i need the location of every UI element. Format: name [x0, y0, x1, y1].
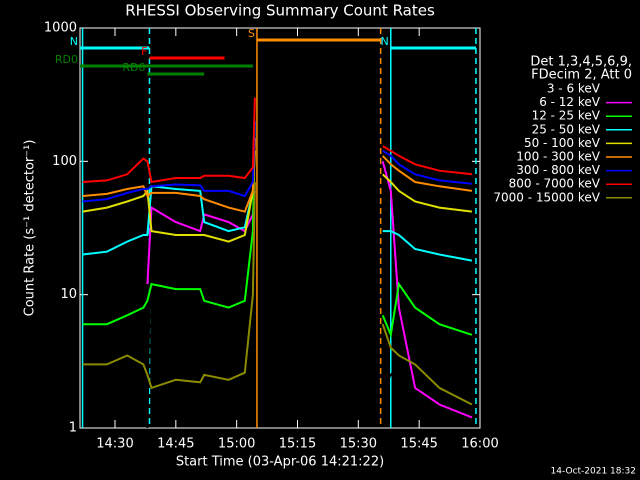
- flag-label: N: [70, 35, 78, 48]
- flag-label: S: [248, 27, 255, 40]
- series-line: [382, 145, 473, 176]
- series-line: [381, 362, 473, 424]
- flag-label: N: [381, 35, 389, 48]
- series-line: [82, 137, 256, 256]
- series-line: [82, 97, 256, 184]
- plot-frame: [79, 27, 481, 429]
- x-tick-label: 15:30: [340, 437, 377, 452]
- series-line: [381, 161, 473, 419]
- x-tick-label: 15:00: [218, 437, 255, 452]
- series-line: [82, 150, 256, 243]
- legend-label: 25 - 50 keV: [532, 122, 601, 136]
- legend-label: 12 - 25 keV: [532, 109, 601, 123]
- legend-label: 7000 - 15000 keV: [493, 190, 600, 204]
- flag-label: RD6: [122, 61, 145, 74]
- series-line: [382, 173, 473, 213]
- x-tick-label: 14:30: [96, 437, 133, 452]
- y-tick-label: 1000: [44, 21, 77, 36]
- x-tick-label: 14:45: [157, 437, 194, 452]
- y-tick-label: 100: [52, 154, 77, 169]
- legend-label: 300 - 800 keV: [516, 163, 600, 177]
- series-line: [146, 137, 256, 429]
- series-line: [82, 181, 256, 390]
- flag-label: RD0: [55, 53, 78, 66]
- series-line: [82, 121, 256, 203]
- legend-header: FDecim 2, Att 0: [531, 68, 632, 83]
- legend-label: 3 - 6 keV: [547, 82, 601, 96]
- footer: 14-Oct-2021 18:32: [551, 467, 636, 477]
- series-line: [82, 121, 256, 326]
- x-axis-label: Start Time (03-Apr-06 14:21:22): [176, 455, 384, 470]
- chart-title: RHESSI Observing Summary Count Rates: [125, 2, 435, 20]
- x-tick-label: 16:00: [461, 437, 498, 452]
- legend-label: 100 - 300 keV: [516, 150, 600, 164]
- y-tick-label: 1: [69, 421, 77, 436]
- y-axis-label: Count Rate (s⁻¹ detector⁻¹): [23, 140, 38, 317]
- series-line: [381, 323, 473, 406]
- series-line: [381, 155, 473, 192]
- flag-label: F: [141, 45, 147, 58]
- y-tick-label: 10: [60, 287, 77, 302]
- legend-label: 800 - 7000 keV: [509, 177, 601, 191]
- series-line: [382, 230, 473, 262]
- series-line: [82, 137, 256, 213]
- legend-label: 50 - 100 keV: [524, 136, 601, 150]
- legend-label: 6 - 12 keV: [539, 95, 601, 109]
- series-line: [382, 149, 473, 185]
- legend-header: Det 1,3,4,5,6,9,: [530, 55, 632, 70]
- x-tick-label: 15:45: [400, 437, 437, 452]
- x-tick-label: 15:15: [279, 437, 316, 452]
- series-line: [381, 281, 473, 339]
